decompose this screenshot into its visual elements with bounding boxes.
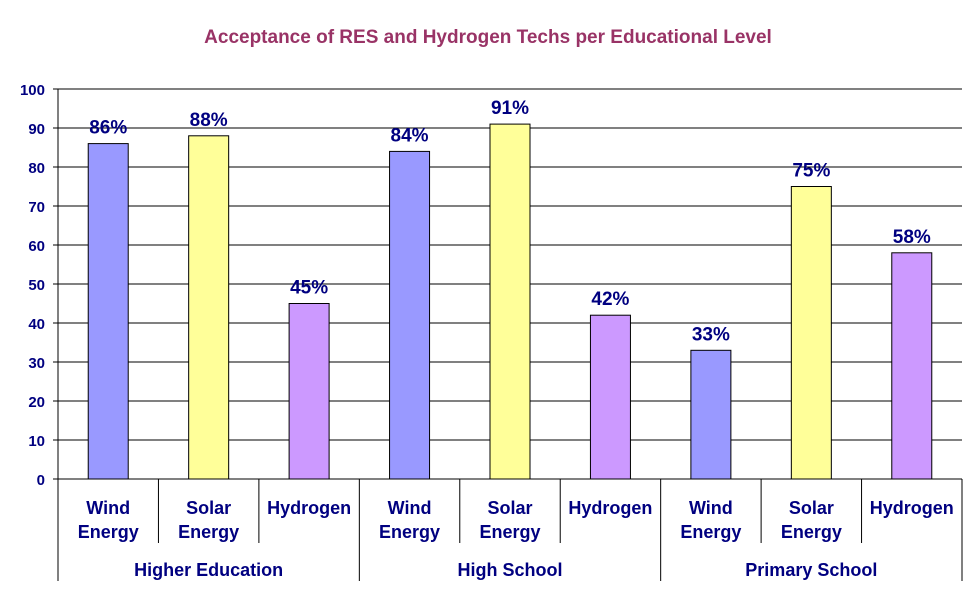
bar: [188, 135, 230, 480]
data-label: 88%: [190, 110, 228, 131]
bar: [891, 252, 933, 480]
x-tick-label: Hydrogen: [870, 498, 954, 518]
y-tick-label: 100: [20, 82, 45, 99]
data-label: 86%: [89, 118, 127, 139]
x-tick-label: Energy: [680, 522, 741, 542]
x-tick-label: Hydrogen: [568, 498, 652, 518]
x-tick-label: Solar: [186, 498, 231, 518]
y-tick-label: 60: [28, 238, 45, 255]
x-tick-label: Wind: [388, 498, 432, 518]
group-label: Primary School: [745, 560, 877, 580]
data-label: 91%: [491, 98, 529, 119]
data-label: 45%: [290, 278, 328, 299]
bar: [389, 150, 431, 480]
data-label: 58%: [893, 227, 931, 248]
x-tick-label: Solar: [487, 498, 532, 518]
y-tick-label: 30: [28, 355, 45, 372]
data-label: 84%: [391, 125, 429, 146]
y-tick-label: 40: [28, 316, 45, 333]
y-tick-label: 80: [28, 160, 45, 177]
y-tick-label: 0: [37, 472, 45, 489]
x-tick-label: Wind: [689, 498, 733, 518]
x-tick-label: Energy: [178, 522, 239, 542]
x-tick-label: Hydrogen: [267, 498, 351, 518]
x-tick-label: Energy: [78, 522, 139, 542]
y-tick-label: 70: [28, 199, 45, 216]
chart-title: Acceptance of RES and Hydrogen Techs per…: [204, 27, 772, 48]
bar: [87, 143, 129, 480]
x-tick-label: Energy: [479, 522, 540, 542]
x-tick-label: Energy: [379, 522, 440, 542]
group-label: Higher Education: [134, 560, 283, 580]
data-label: 75%: [792, 161, 830, 182]
bar: [690, 349, 732, 480]
data-label: 33%: [692, 324, 730, 345]
x-tick-label: Energy: [781, 522, 842, 542]
y-tick-label: 50: [28, 277, 45, 294]
bar: [489, 123, 531, 480]
x-tick-label: Wind: [86, 498, 130, 518]
bar: [288, 303, 330, 480]
data-label: 42%: [591, 289, 629, 310]
bar: [589, 314, 631, 480]
y-tick-label: 20: [28, 394, 45, 411]
group-label: High School: [458, 560, 563, 580]
bar: [790, 186, 832, 480]
y-tick-label: 90: [28, 121, 45, 138]
x-tick-label: Solar: [789, 498, 834, 518]
y-tick-label: 10: [28, 433, 45, 450]
